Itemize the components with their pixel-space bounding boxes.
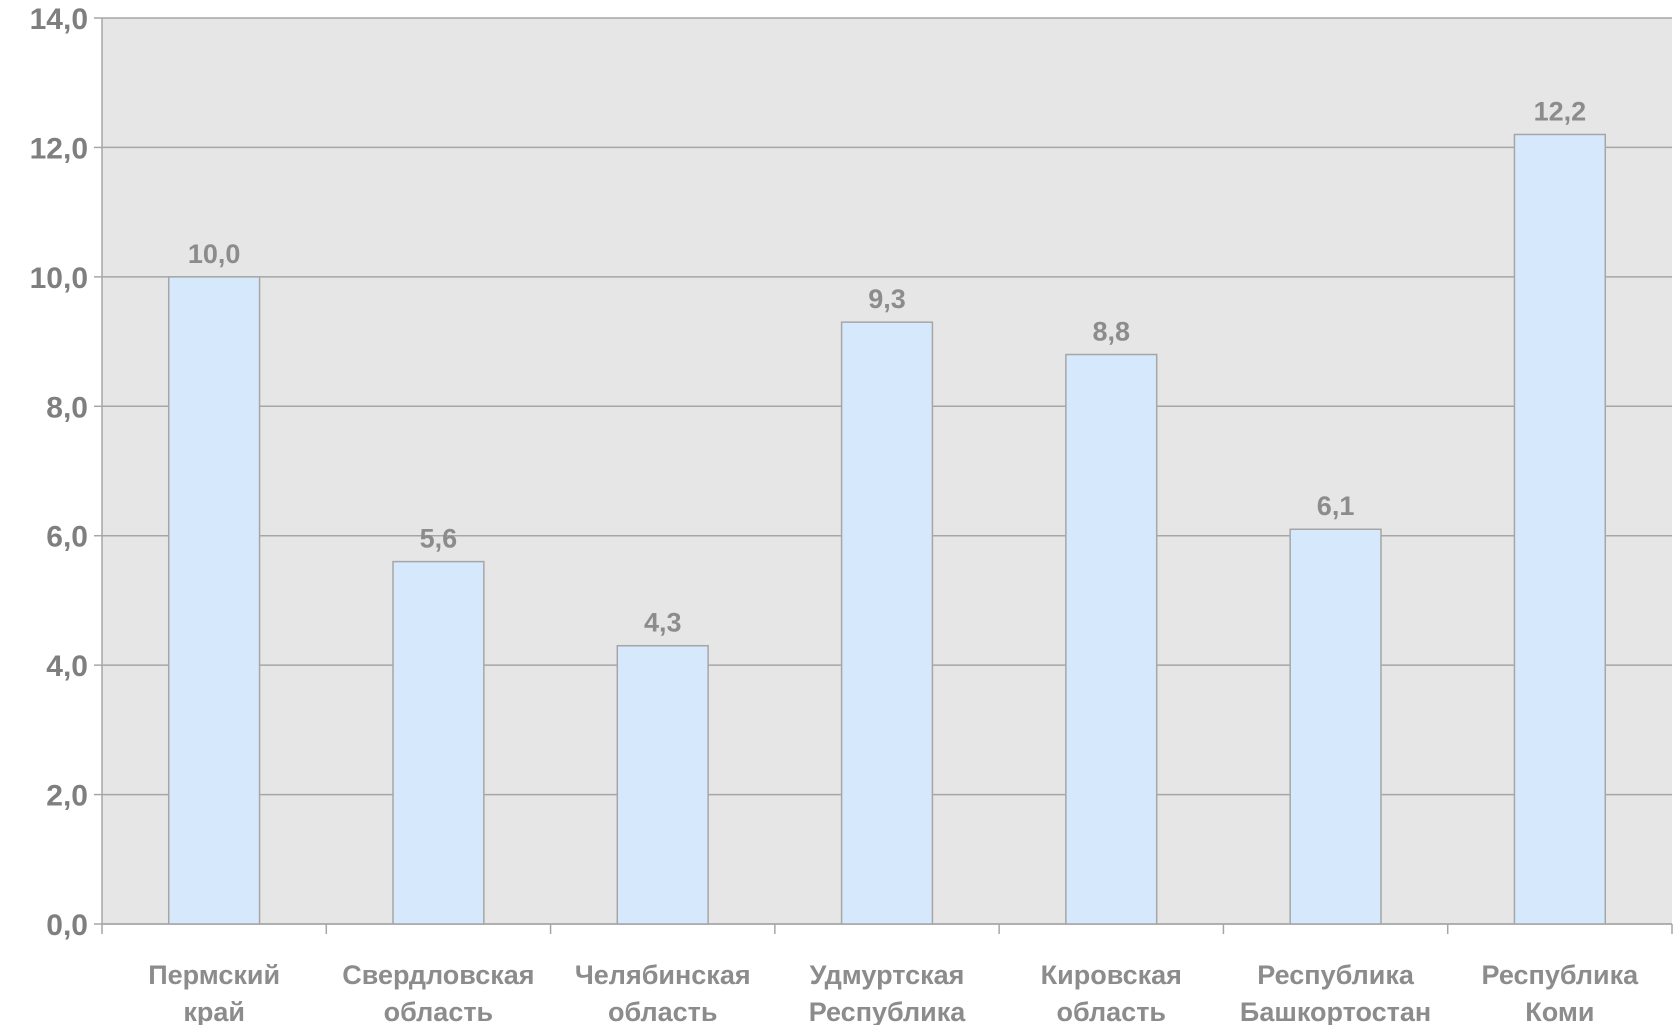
y-tick-label: 14,0 bbox=[30, 3, 88, 36]
bar bbox=[1289, 528, 1382, 925]
bars bbox=[167, 133, 1607, 925]
x-tick-label: Республика Башкортостан bbox=[1240, 960, 1431, 1025]
data-label: 10,0 bbox=[188, 239, 241, 269]
x-tick-label: Республика Коми bbox=[1482, 960, 1640, 1025]
y-tick-label: 4,0 bbox=[46, 650, 88, 683]
bar bbox=[1513, 133, 1607, 925]
data-label: 6,1 bbox=[1317, 491, 1355, 521]
x-tick-label: Удмуртская Республика bbox=[809, 960, 967, 1025]
x-tick-label: Пермский край bbox=[148, 960, 280, 1025]
data-label: 4,3 bbox=[644, 608, 682, 638]
data-label: 8,8 bbox=[1093, 317, 1131, 347]
y-tick-label: 0,0 bbox=[46, 909, 88, 942]
y-tick-label: 10,0 bbox=[30, 262, 88, 295]
bar bbox=[392, 560, 485, 925]
data-label: 9,3 bbox=[868, 284, 906, 314]
y-axis: 0,0 2,0 4,0 6,0 8,0 10,0 12,0 14,0 bbox=[30, 3, 103, 942]
data-label: 5,6 bbox=[420, 524, 458, 554]
bar bbox=[167, 276, 261, 925]
x-axis: Пермский край Свердловская область Челябинск… bbox=[101, 923, 1673, 1025]
data-labels: 10,0 5,6 4,3 9,3 8,8 6,1 12,2 bbox=[188, 96, 1586, 637]
bar bbox=[1065, 353, 1158, 925]
x-tick-label: Кировская область bbox=[1041, 960, 1182, 1025]
bar bbox=[840, 321, 934, 925]
bar bbox=[616, 644, 709, 925]
data-label: 12,2 bbox=[1534, 96, 1587, 126]
y-tick-label: 2,0 bbox=[46, 780, 88, 813]
y-tick-label: 8,0 bbox=[46, 391, 88, 424]
x-tick-label: Свердловская область bbox=[342, 960, 534, 1025]
y-tick-label: 6,0 bbox=[46, 521, 88, 554]
x-tick-label: Челябинская область bbox=[575, 960, 751, 1025]
y-tick-label: 12,0 bbox=[30, 132, 88, 165]
